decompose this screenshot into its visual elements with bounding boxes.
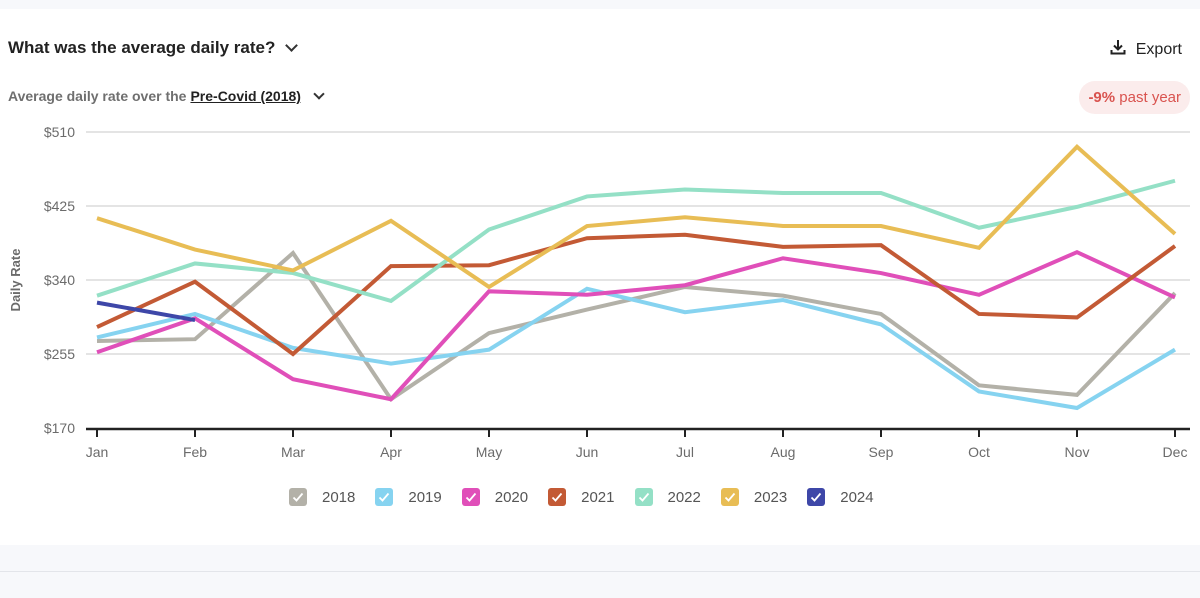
- series-line-2018: [96, 250, 1177, 403]
- chart-card: [0, 9, 1200, 545]
- period-selector[interactable]: Pre-Covid (2018): [190, 88, 301, 104]
- y-axis-label: Daily Rate: [8, 249, 23, 312]
- legend-label: 2019: [408, 488, 442, 506]
- series-line-2020: [96, 249, 1176, 402]
- legend-item-2020[interactable]: 2020: [461, 488, 529, 506]
- change-badge: -9% past year: [1079, 81, 1190, 114]
- x-tick-label: Jan: [86, 444, 109, 460]
- checkbox-checked-icon[interactable]: [548, 488, 567, 506]
- y-tick-label: $170: [44, 420, 75, 436]
- badge-text: past year: [1119, 89, 1181, 106]
- subtitle: Average daily rate over the Pre-Covid (2…: [8, 87, 325, 104]
- divider: [0, 571, 1200, 572]
- y-tick-label: $340: [44, 272, 75, 288]
- y-tick-label: $425: [44, 198, 75, 214]
- x-tick-label: Aug: [771, 444, 796, 460]
- x-tick-label: Sep: [869, 444, 894, 460]
- x-tick-label: Nov: [1065, 444, 1090, 460]
- chevron-down-icon[interactable]: [313, 87, 325, 100]
- y-tick-label: $510: [44, 125, 75, 140]
- series-line-2024: [96, 300, 196, 323]
- badge-value: -9%: [1088, 89, 1116, 106]
- legend: 2018 2019 2020 2021 2022 2023 2024: [289, 488, 894, 506]
- legend-item-2022[interactable]: 2022: [634, 488, 701, 506]
- checkbox-checked-icon[interactable]: [461, 488, 480, 506]
- y-tick-label: $255: [44, 346, 75, 362]
- x-tick-label: Jul: [676, 444, 694, 460]
- x-tick-label: Jun: [576, 444, 599, 460]
- legend-label: 2022: [667, 488, 701, 506]
- legend-label: 2023: [753, 488, 788, 506]
- checkbox-checked-icon[interactable]: [375, 488, 394, 506]
- checkbox-checked-icon[interactable]: [289, 488, 307, 506]
- checkbox-checked-icon[interactable]: [720, 488, 739, 506]
- series-line-2021: [96, 232, 1177, 357]
- checkbox-checked-icon[interactable]: [807, 488, 826, 506]
- checkbox-checked-icon[interactable]: [634, 488, 653, 506]
- x-tick-label: Oct: [968, 444, 990, 460]
- x-tick-label: Feb: [183, 444, 207, 460]
- series-line-2022: [96, 178, 1176, 304]
- legend-label: 2024: [840, 488, 874, 506]
- download-icon: [1110, 39, 1126, 60]
- x-tick-label: Dec: [1163, 444, 1188, 460]
- x-tick-label: Apr: [380, 444, 402, 460]
- legend-item-2023[interactable]: 2023: [720, 488, 788, 506]
- subtitle-prefix: Average daily rate over the: [8, 88, 187, 104]
- chart-title: What was the average daily rate?: [8, 38, 276, 57]
- legend-label: 2018: [322, 488, 356, 506]
- x-tick-label: Mar: [281, 444, 305, 460]
- chevron-down-icon: [285, 39, 299, 52]
- export-button[interactable]: Export: [1110, 39, 1182, 60]
- legend-label: 2021: [581, 488, 615, 506]
- line-chart: $170 $255 $340 $425 $510 Daily Rate Jan Feb Mar A…: [8, 125, 1190, 460]
- series-line-2023: [96, 144, 1177, 290]
- legend-item-2021[interactable]: 2021: [548, 488, 615, 506]
- legend-label: 2020: [494, 488, 529, 506]
- legend-item-2018[interactable]: 2018: [289, 488, 355, 506]
- legend-item-2024[interactable]: 2024: [807, 488, 874, 506]
- chart-title-dropdown[interactable]: What was the average daily rate?: [8, 38, 299, 58]
- x-tick-label: May: [476, 444, 502, 460]
- legend-item-2019[interactable]: 2019: [375, 488, 442, 506]
- export-label: Export: [1135, 40, 1182, 58]
